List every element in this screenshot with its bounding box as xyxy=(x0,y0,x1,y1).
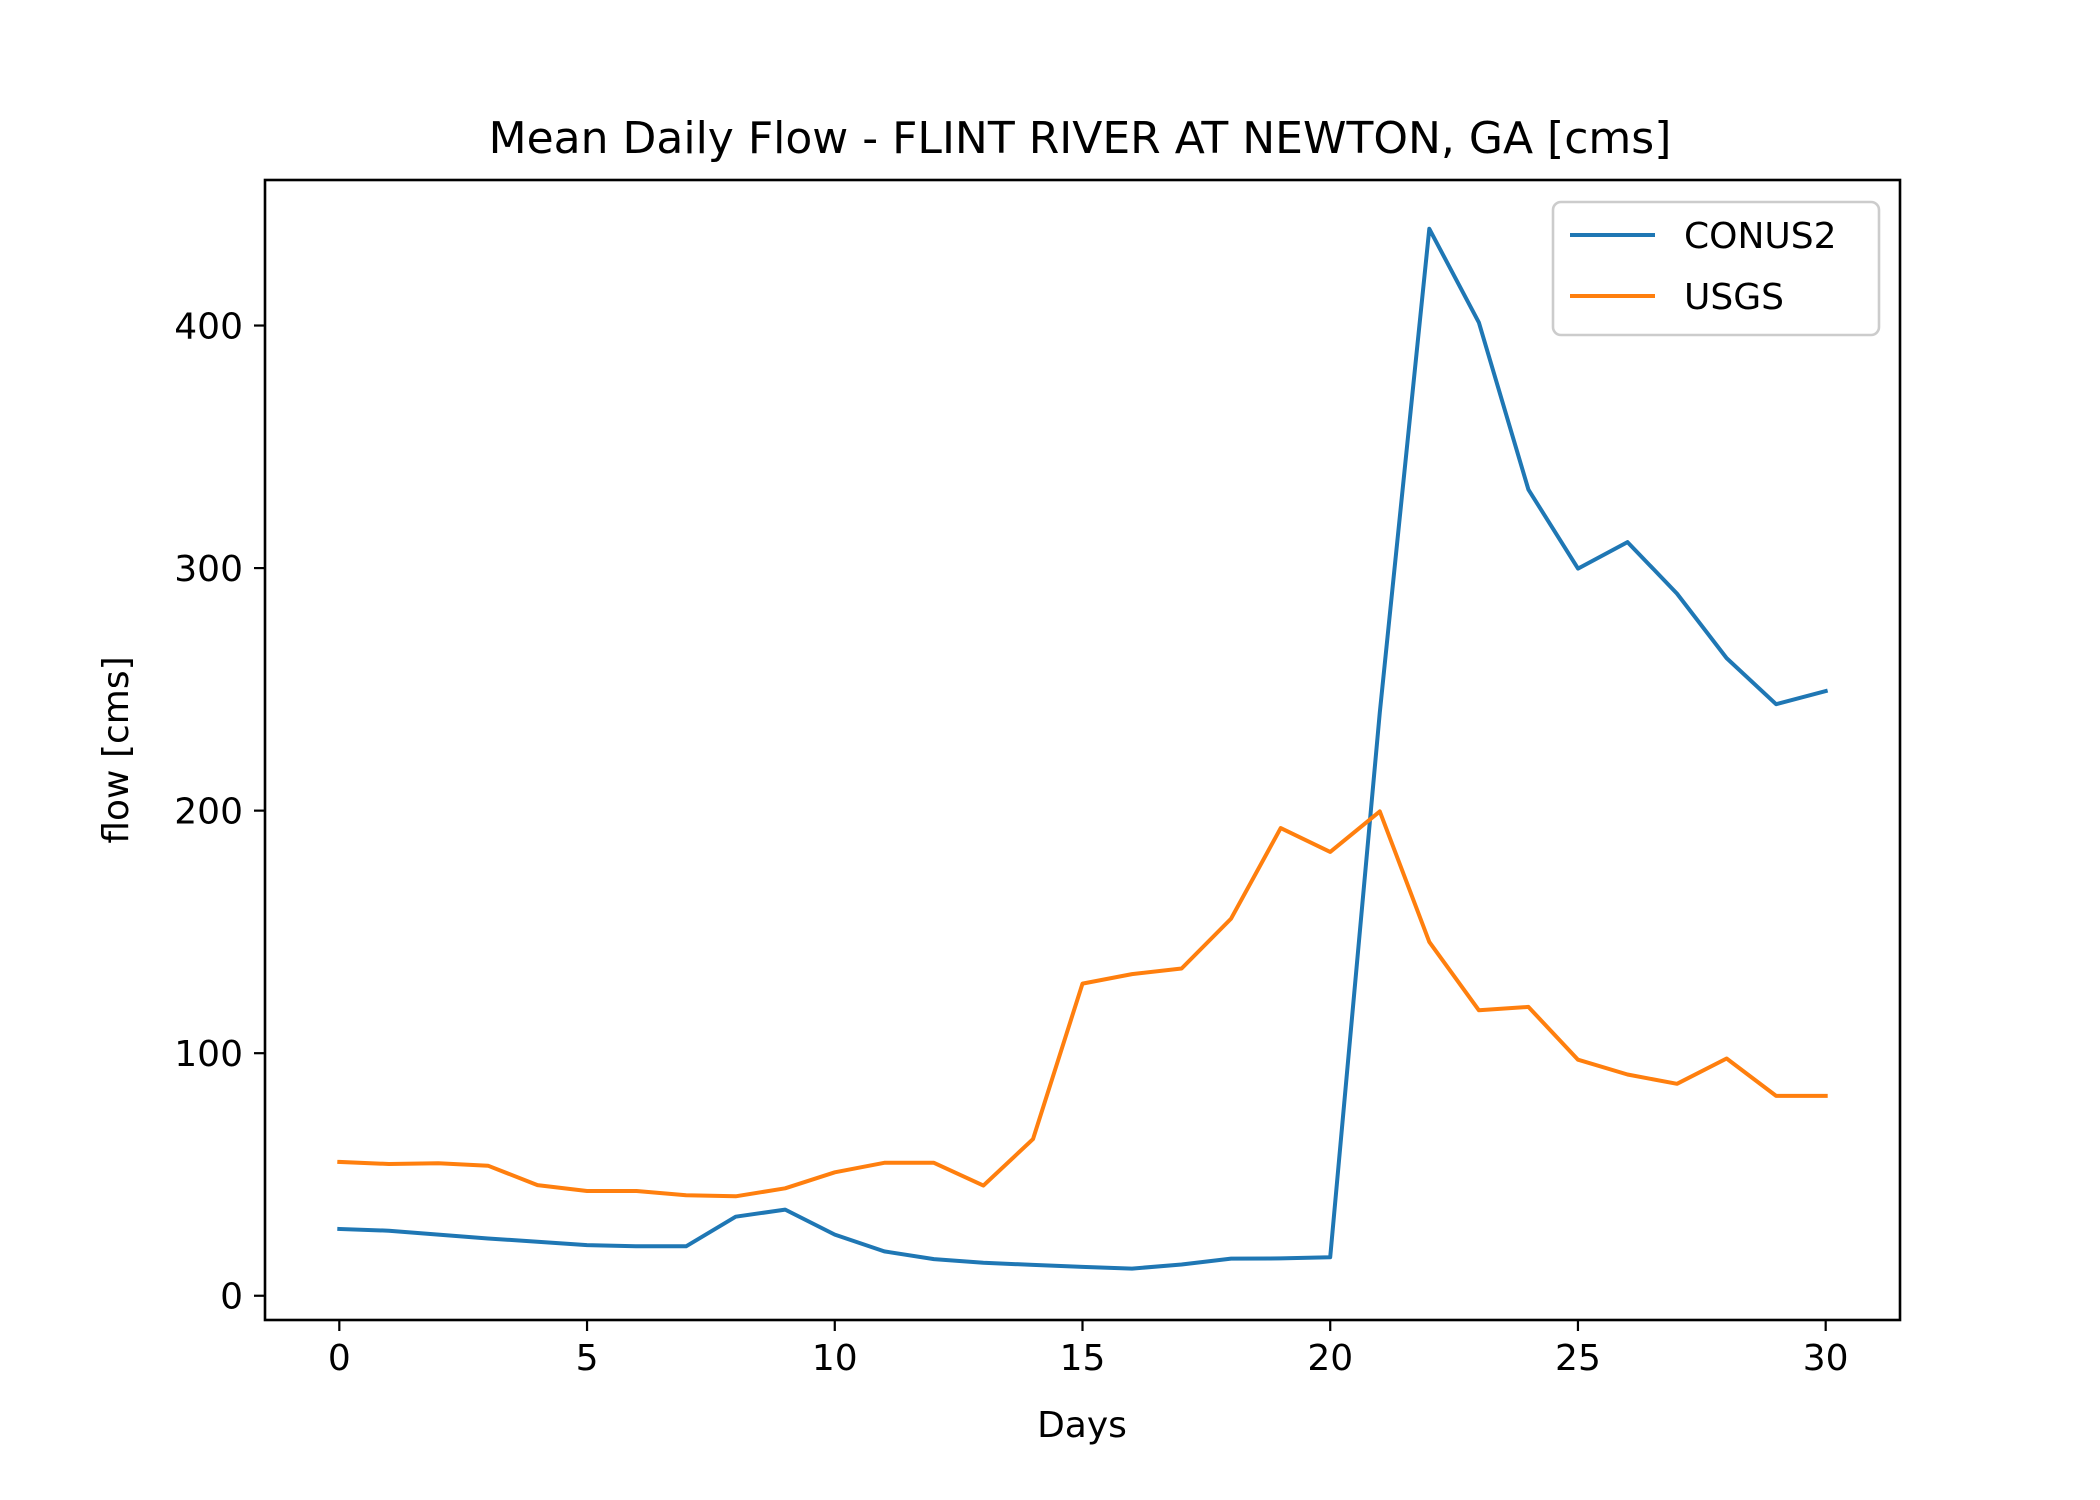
x-tick-label: 5 xyxy=(576,1338,599,1379)
x-tick-label: 0 xyxy=(328,1338,351,1379)
x-tick-label: 20 xyxy=(1307,1338,1353,1379)
legend-label-conus2: CONUS2 xyxy=(1684,216,1837,257)
chart-title: Mean Daily Flow - FLINT RIVER AT NEWTON,… xyxy=(489,113,1672,164)
series-line-conus2 xyxy=(337,226,1829,1271)
x-tick-label: 15 xyxy=(1060,1338,1106,1379)
legend: CONUS2 USGS xyxy=(1551,200,1881,337)
x-tick-label: 25 xyxy=(1555,1338,1601,1379)
legend-label-usgs: USGS xyxy=(1684,277,1784,318)
series-line-usgs xyxy=(337,809,1828,1199)
y-tick-label: 300 xyxy=(174,549,243,590)
x-axis-label: Days xyxy=(1037,1405,1127,1446)
y-axis-label: flow [cms] xyxy=(96,656,137,843)
x-tick-label: 10 xyxy=(812,1338,858,1379)
y-tick-label: 0 xyxy=(220,1277,243,1318)
plot-frame xyxy=(263,178,1902,1322)
y-tick-label: 400 xyxy=(174,307,243,348)
y-tick-label: 100 xyxy=(174,1034,243,1075)
x-tick-label: 30 xyxy=(1803,1338,1849,1379)
y-axis-ticks: 0 100 200 300 400 xyxy=(174,307,265,1318)
x-axis-ticks: 0 5 10 15 20 25 30 xyxy=(328,1320,1849,1379)
plot-lines xyxy=(337,226,1829,1271)
y-tick-label: 200 xyxy=(174,792,243,833)
